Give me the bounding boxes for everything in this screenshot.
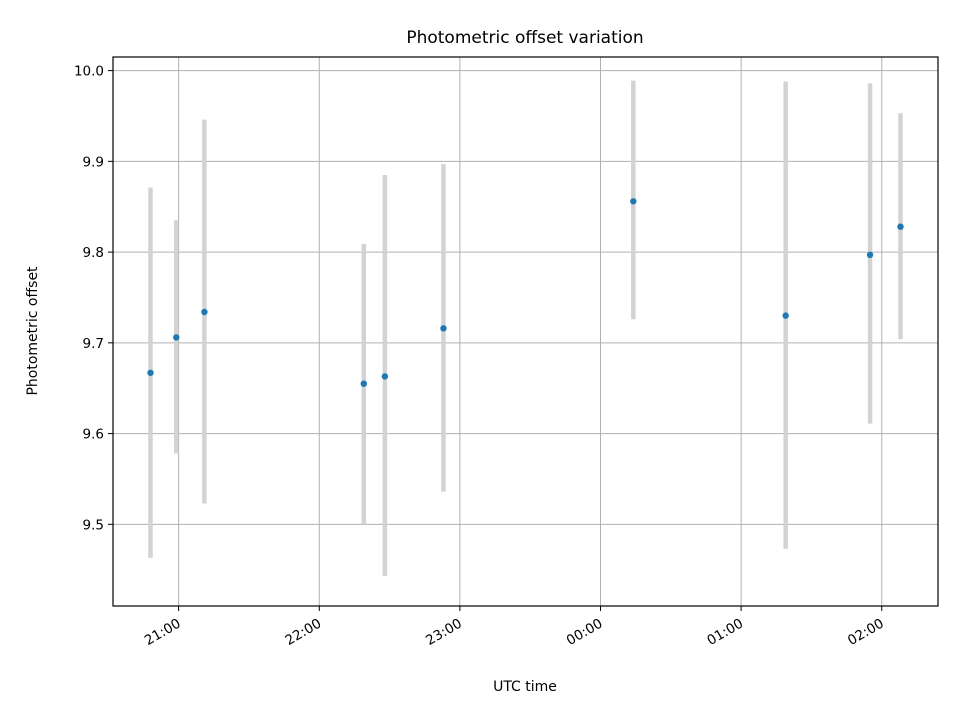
data-point [147,369,154,376]
x-tick-label: 00:00 [564,616,606,649]
x-tick-label: 22:00 [283,616,325,649]
error-bars [148,80,903,577]
x-tick-label: 01:00 [704,616,746,649]
y-axis-label: Photometric offset [25,266,41,396]
x-tick-label: 21:00 [142,616,184,649]
y-tick-label: 9.6 [83,427,104,443]
x-tick-label: 02:00 [845,616,887,649]
y-tick-label: 9.7 [83,336,104,352]
y-tick-label: 10.0 [74,64,104,80]
chart-title: Photometric offset variation [406,28,643,48]
y-tick-label: 9.8 [83,245,104,261]
x-tick-label: 23:00 [423,616,465,649]
data-points [147,198,904,387]
data-point [897,223,904,230]
plot-frame [112,56,939,607]
y-tick-label: 9.5 [83,517,104,533]
data-point [381,373,389,380]
data-point [173,334,180,341]
data-point [782,312,789,319]
data-point [440,325,447,332]
data-point [201,308,208,316]
data-point [630,198,637,205]
data-point [866,251,874,259]
grid-layer [113,57,938,606]
y-tick-label: 9.9 [83,154,104,170]
data-point [360,380,367,387]
x-axis-label: UTC time [493,679,557,695]
axis-ticks: 21:00 22:00 23:00 00:00 01:00 02:00 9.5 9.6 9.7 9… [74,64,887,649]
